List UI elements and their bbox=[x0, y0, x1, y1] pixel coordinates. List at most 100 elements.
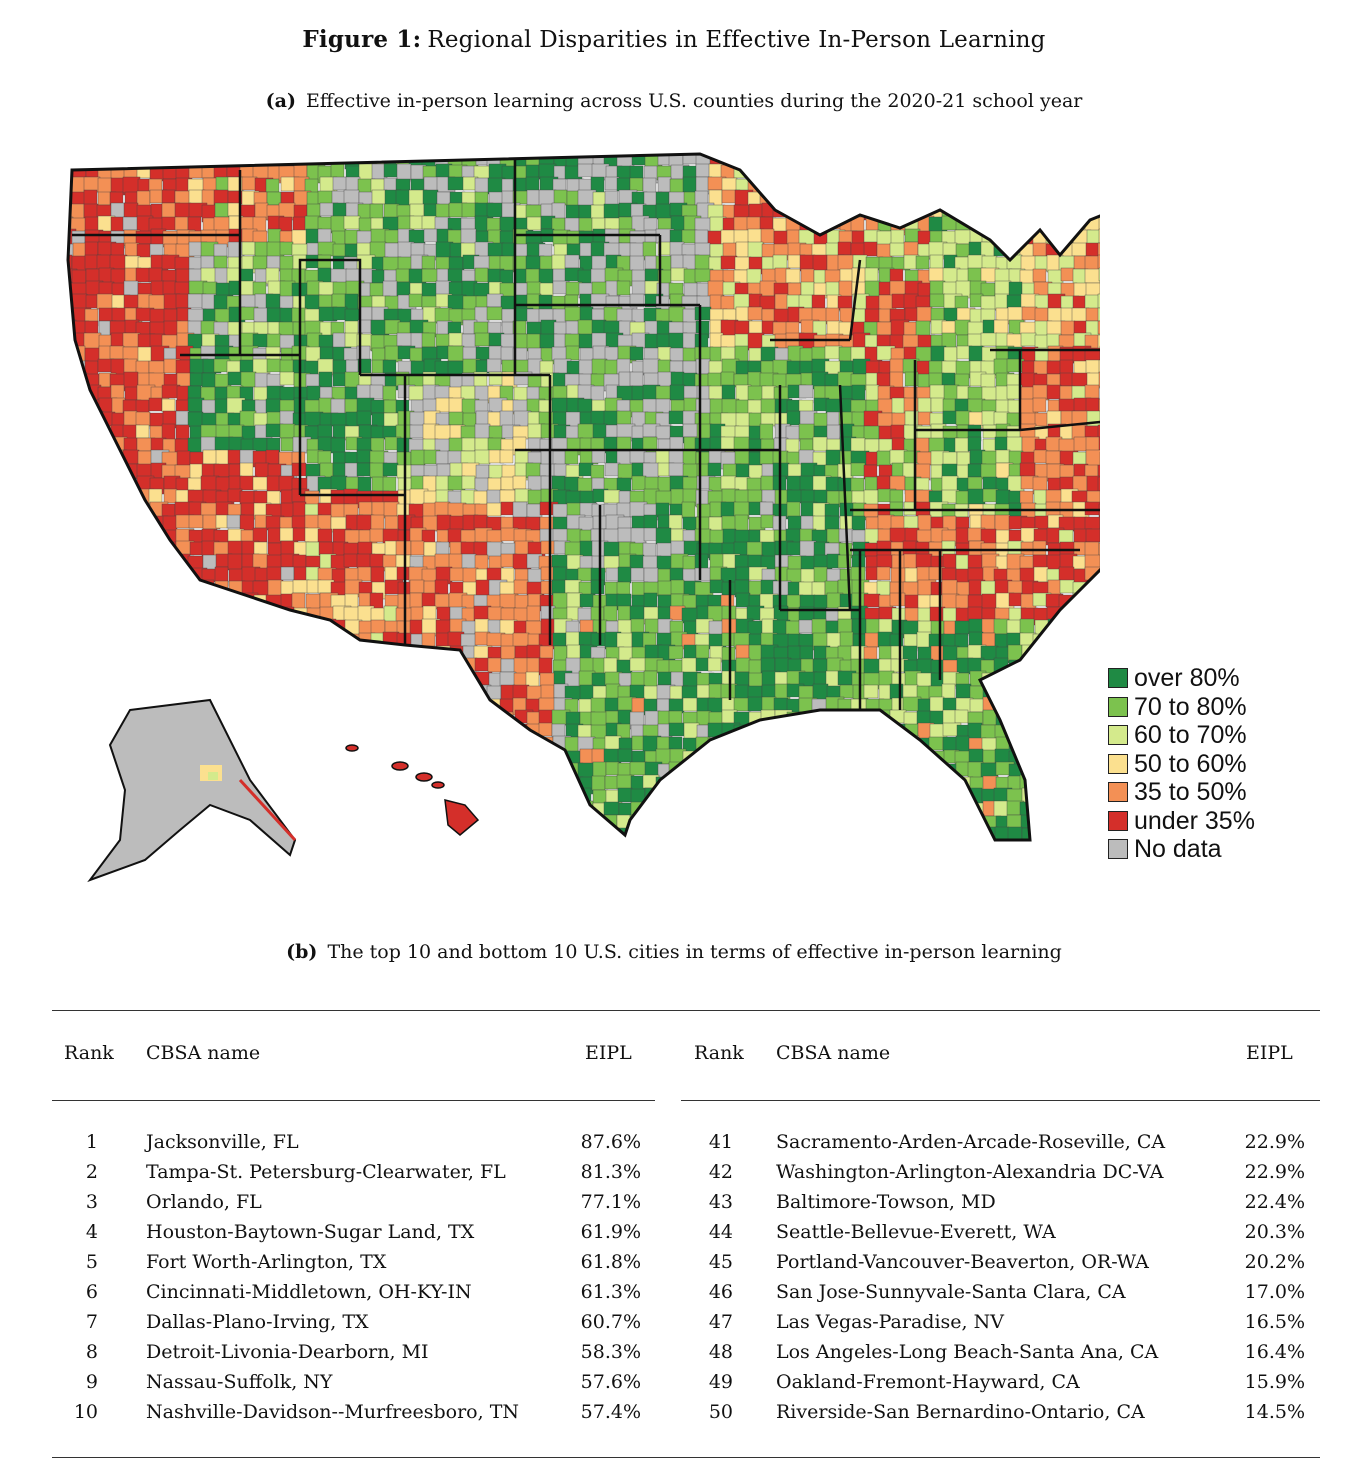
county-cell bbox=[915, 437, 930, 453]
county-cell bbox=[616, 308, 635, 323]
county-cell bbox=[487, 606, 504, 622]
county-cell bbox=[1045, 749, 1061, 766]
county-cell bbox=[682, 449, 697, 466]
county-cell bbox=[915, 154, 935, 155]
county-cell bbox=[68, 503, 74, 521]
county-cell bbox=[423, 723, 442, 738]
county-cell bbox=[279, 241, 294, 256]
county-cell bbox=[85, 554, 104, 569]
county-cell bbox=[1085, 528, 1100, 543]
county-cell bbox=[941, 154, 957, 167]
county-cell bbox=[369, 735, 387, 753]
county-cell bbox=[461, 736, 481, 753]
county-cell bbox=[930, 397, 945, 413]
county-cell bbox=[474, 775, 494, 794]
county-cell bbox=[878, 801, 894, 816]
county-cell bbox=[344, 657, 360, 673]
county-cell bbox=[1098, 620, 1100, 635]
county-cell bbox=[123, 568, 142, 585]
county-cell bbox=[513, 776, 530, 793]
county-cell bbox=[629, 346, 644, 361]
county-cell bbox=[993, 618, 1010, 635]
county-cell bbox=[136, 581, 152, 598]
county-cell bbox=[70, 761, 87, 780]
county-cell bbox=[941, 475, 959, 493]
county-cell bbox=[135, 424, 150, 439]
county-cell bbox=[1086, 709, 1100, 724]
county-cell bbox=[551, 579, 568, 596]
county-cell bbox=[1034, 164, 1054, 179]
county-cell bbox=[1033, 671, 1048, 689]
county-cell bbox=[1085, 605, 1100, 623]
county-cell bbox=[1060, 607, 1075, 622]
county-cell bbox=[1060, 267, 1075, 282]
county-cell bbox=[630, 567, 645, 582]
county-cell bbox=[240, 371, 257, 388]
county-cell bbox=[163, 308, 178, 323]
county-cell bbox=[786, 410, 801, 426]
county-cell bbox=[709, 787, 724, 802]
county-cell bbox=[1098, 267, 1100, 282]
county-cell bbox=[761, 789, 779, 804]
county-cell bbox=[473, 801, 490, 818]
county-cell bbox=[460, 711, 480, 727]
county-cell bbox=[1071, 735, 1088, 752]
county-cell bbox=[291, 737, 310, 756]
county-cell bbox=[436, 140, 453, 153]
county-cell bbox=[83, 189, 98, 207]
county-cell bbox=[708, 775, 724, 793]
county-cell bbox=[591, 281, 609, 296]
county-cell bbox=[83, 437, 98, 456]
county-cell bbox=[317, 761, 334, 777]
county-cell bbox=[1084, 268, 1100, 284]
county-cell bbox=[1097, 242, 1100, 257]
county-cell bbox=[500, 501, 515, 516]
county-cell bbox=[707, 750, 722, 769]
county-cell bbox=[811, 190, 831, 206]
county-cell bbox=[850, 723, 870, 740]
county-cell bbox=[903, 154, 918, 155]
county-cell bbox=[68, 412, 79, 427]
county-cell bbox=[538, 722, 553, 737]
county-cell bbox=[1071, 631, 1087, 650]
county-cell bbox=[915, 189, 934, 207]
county-cell bbox=[655, 385, 672, 400]
county-cell bbox=[1045, 228, 1061, 246]
county-cell bbox=[538, 268, 554, 285]
county-cell bbox=[227, 449, 242, 465]
county-cell bbox=[902, 191, 919, 209]
county-cell bbox=[411, 140, 426, 152]
county-cell bbox=[109, 594, 128, 609]
county-cell bbox=[215, 607, 234, 623]
county-cell bbox=[68, 763, 78, 782]
county-cell bbox=[1071, 696, 1088, 714]
county-cell bbox=[915, 748, 932, 765]
county-cell bbox=[331, 683, 349, 699]
county-cell bbox=[383, 683, 399, 699]
county-cell bbox=[1045, 450, 1063, 465]
county-cell bbox=[435, 632, 450, 649]
county-cell bbox=[253, 307, 270, 323]
county-cell bbox=[734, 345, 749, 362]
county-cell bbox=[929, 280, 946, 297]
county-cell bbox=[292, 619, 309, 637]
county-cell bbox=[956, 800, 971, 815]
county-cell bbox=[967, 761, 984, 779]
county-cell bbox=[577, 567, 594, 582]
county-cell bbox=[720, 154, 736, 156]
county-cell bbox=[344, 567, 360, 582]
county-cell bbox=[591, 672, 608, 687]
county-cell bbox=[538, 657, 553, 676]
county-cell bbox=[747, 801, 766, 817]
county-cell bbox=[98, 580, 118, 598]
county-cell bbox=[813, 202, 831, 218]
county-cell bbox=[395, 268, 412, 283]
county-cell bbox=[603, 801, 620, 816]
county-cell bbox=[566, 592, 583, 609]
county-cell bbox=[1032, 242, 1049, 257]
county-cell bbox=[904, 774, 919, 793]
county-cell bbox=[1084, 723, 1099, 742]
county-cell bbox=[748, 165, 766, 184]
county-cell bbox=[239, 462, 254, 478]
county-cell bbox=[136, 593, 152, 612]
